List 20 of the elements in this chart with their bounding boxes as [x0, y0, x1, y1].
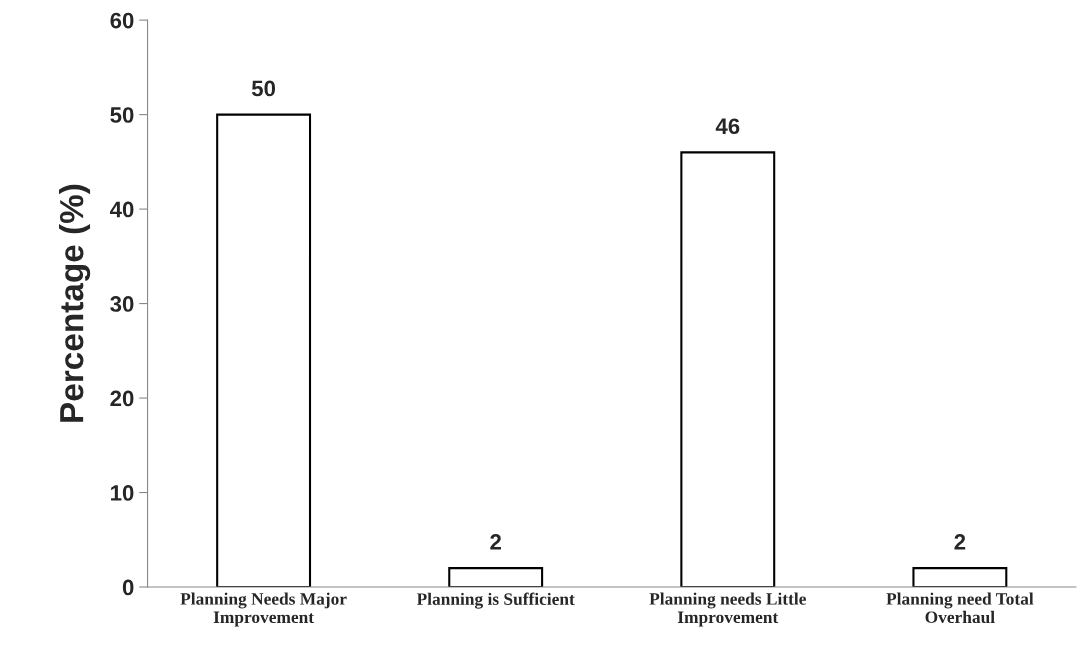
y-tick-label: 10 [111, 485, 134, 501]
bar [216, 113, 312, 588]
y-tick-label: 30 [110, 296, 134, 312]
bar [680, 151, 776, 588]
x-tick-label: Planning needs Little Improvement [649, 592, 806, 627]
x-tick-label: Planning is Sufficient [416, 592, 575, 609]
y-tick-label: 0 [122, 579, 134, 596]
y-tick-label: 20 [110, 390, 134, 407]
bar [912, 567, 1008, 588]
bar [448, 567, 544, 588]
data-label: 2 [954, 534, 966, 550]
x-tick-label: Planning Needs Major Improvement [180, 592, 347, 627]
y-tick-label: 60 [110, 12, 134, 29]
data-label: 46 [715, 118, 740, 135]
data-label: 50 [251, 80, 276, 97]
x-tick-label: Planning need Total Overhaul [886, 592, 1034, 624]
data-label: 2 [490, 534, 501, 550]
y-axis-title: Percentage (%) [58, 184, 91, 422]
y-tick-label: 40 [109, 201, 134, 218]
y-tick-label: 50 [110, 107, 134, 123]
